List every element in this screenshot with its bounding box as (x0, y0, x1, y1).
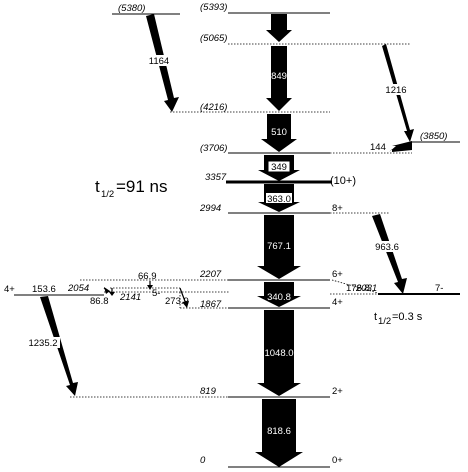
spin-label-2031: 7- (435, 283, 443, 294)
transition-label-1235: 1235.2 (28, 338, 57, 349)
transition-label-963: 963.6 (375, 242, 399, 253)
energy-label-2054: 2054 (67, 283, 89, 294)
halflife-small-value: =0.3 s (392, 311, 423, 323)
spin-label-819: 2+ (332, 386, 343, 397)
transition-label-86: 86.8 (90, 296, 109, 307)
transition-label-176: 176.8 (346, 283, 370, 294)
energy-labels: (5393) (5380) (5065) (4216) (3850) (3706… (67, 2, 447, 466)
energy-label-3706: (3706) (200, 143, 227, 154)
gamma-head-86 (109, 292, 115, 296)
transition-label-328: 328 (271, 25, 287, 36)
energy-label-2141: 2141 (119, 292, 141, 303)
halflife-small-sub: 1/2 (378, 316, 391, 327)
gamma-arrow-1048 (257, 310, 301, 396)
gamma-arrow-340 (257, 282, 301, 307)
energy-label-3357: 3357 (205, 172, 227, 183)
gamma-head-273 (182, 301, 189, 308)
halflife-sub: 1/2 (101, 189, 114, 200)
level-lines (14, 12, 460, 468)
transition-label-153: 153.6 (32, 284, 56, 295)
side-transitions (40, 14, 414, 396)
spin-label-1867: 4+ (332, 297, 343, 308)
transition-label-349: 349 (271, 162, 287, 173)
gamma-arrow-510 (261, 114, 297, 152)
transition-label-818: 818.6 (267, 426, 291, 437)
transition-label-1048: 1048.0 (264, 348, 293, 359)
isomer-halflife-91ns: t 1/2 =91 ns (95, 177, 168, 200)
energy-label-5393: (5393) (200, 2, 227, 13)
gamma-arrow-328 (266, 14, 292, 42)
gamma-head-66 (147, 285, 153, 290)
transition-label-273: 273.9 (165, 296, 189, 307)
transition-label-66: 66.9 (138, 271, 157, 282)
isomer-halflife-0p3s: t 1/2 =0.3 s (374, 311, 423, 327)
spin-label-2141: 5- (152, 288, 160, 299)
transition-label-849: 849 (271, 71, 287, 82)
energy-label-5380: (5380) (118, 3, 145, 14)
transition-label-340: 340.8 (267, 292, 291, 303)
transition-label-1216: 1216 (385, 85, 406, 96)
gamma-line-176 (331, 279, 379, 294)
halflife-small-prefix: t (374, 311, 377, 323)
thin-arrows (103, 279, 379, 308)
gamma-arrow-818 (255, 399, 303, 467)
energy-label-819: 819 (200, 386, 217, 397)
energy-label-5065: (5065) (200, 33, 227, 44)
spin-label-2207: 6+ (332, 269, 343, 280)
transition-label-363: 363.0 (267, 194, 291, 205)
gamma-head-153 (104, 287, 110, 294)
gamma-arrow-767 (257, 215, 301, 279)
spin-labels: (10+) 8+ 6+ 7- 4+ 5- 4+ 2+ 0+ (4, 175, 443, 466)
energy-label-2994: 2994 (199, 203, 221, 214)
halflife-prefix: t (95, 177, 100, 196)
energy-label-2207: 2207 (199, 269, 222, 280)
transition-label-767: 767.1 (267, 241, 291, 252)
spin-label-2054: 4+ (4, 284, 15, 295)
halflife-value: =91 ns (116, 177, 168, 196)
gamma-arrow-963 (372, 214, 407, 294)
spin-label-2994: 8+ (332, 203, 343, 214)
transition-label-510: 510 (271, 127, 287, 138)
transition-label-1164: 1164 (149, 56, 169, 67)
box-349 (267, 160, 291, 173)
gamma-line-273 (179, 287, 187, 305)
energy-label-3850: (3850) (420, 131, 447, 142)
energy-label-1867: 1867 (200, 299, 222, 310)
energy-label-2031: 2031 (355, 283, 377, 294)
gamma-arrow-144 (389, 141, 412, 152)
spin-label-0: 0+ (332, 455, 343, 466)
energy-label-0: 0 (200, 455, 206, 466)
box-363 (266, 193, 292, 203)
spin-label-3357: (10+) (330, 175, 356, 187)
transition-label-144: 144 (370, 142, 386, 153)
gamma-arrow-849 (266, 46, 292, 111)
energy-label-4216: (4216) (200, 102, 227, 113)
transition-labels: 328 849 510 349 363.0 767.1 340.8 1048.0… (26, 25, 410, 437)
